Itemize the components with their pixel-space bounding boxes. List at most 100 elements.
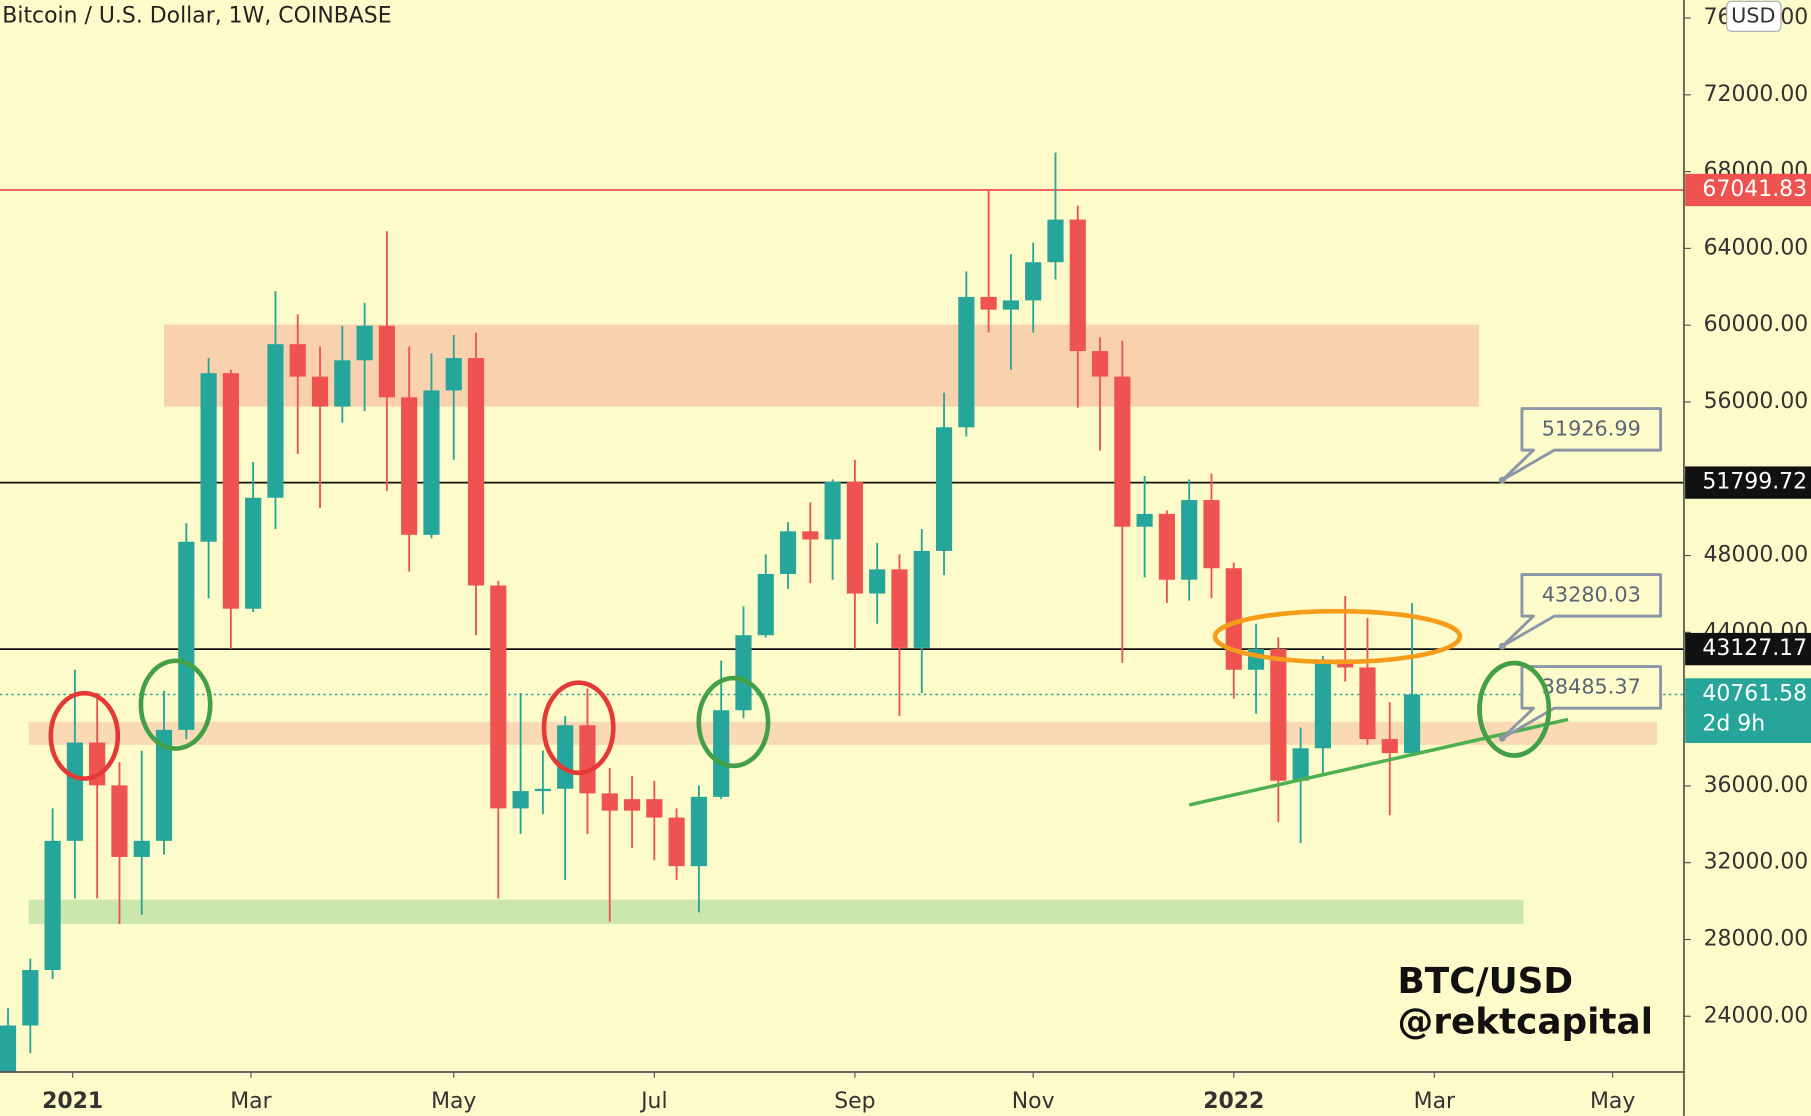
circle-annotation: [541, 680, 616, 776]
candle-body: [267, 344, 284, 498]
candle-body: [1314, 659, 1331, 749]
candle-body: [423, 390, 440, 535]
circle-annotation: [138, 658, 213, 751]
candle-body: [846, 481, 863, 594]
candle-body: [690, 796, 707, 867]
zone: [28, 899, 1524, 924]
candle-body: [178, 541, 195, 730]
candle-body: [1181, 500, 1198, 580]
candle-body: [1136, 513, 1153, 527]
x-tick-label: Jul: [639, 1089, 667, 1114]
zone: [28, 721, 1658, 745]
price-tag: [1685, 466, 1811, 499]
candle-body: [289, 344, 306, 377]
candle-body: [490, 585, 507, 809]
candle-body: [891, 569, 908, 648]
y-tick-label: 36000.00: [1704, 773, 1809, 798]
candle-body: [155, 729, 173, 841]
candle-body: [668, 817, 685, 867]
candle-body: [534, 788, 551, 792]
currency-box: [1726, 0, 1782, 32]
candle-body: [757, 573, 774, 636]
candle-body: [869, 569, 886, 594]
candle-body: [378, 325, 395, 398]
price-tag-label: 51799.72: [1702, 470, 1807, 495]
candle-body: [1292, 748, 1309, 781]
candle-body: [200, 373, 217, 542]
candle-body: [401, 397, 418, 535]
candle-body: [1381, 739, 1398, 754]
y-tick-label: 48000.00: [1704, 543, 1809, 568]
candle-body: [646, 799, 663, 818]
y-tick-label: 56000.00: [1704, 389, 1809, 414]
price-tag: [1685, 632, 1811, 666]
candle-body: [445, 357, 462, 391]
candle-body: [245, 497, 262, 609]
candle-body: [980, 296, 997, 310]
candle-body: [22, 970, 39, 1026]
candle-body: [0, 1025, 17, 1072]
currency-label: USD: [1731, 3, 1775, 27]
candle-body: [1047, 219, 1064, 263]
x-tick-label: 2021: [42, 1089, 103, 1114]
callout-anchor: [1498, 476, 1506, 484]
candle-body: [222, 373, 239, 609]
callout-anchor: [1498, 734, 1506, 742]
y-tick-label: 24000.00: [1704, 1003, 1809, 1028]
candle-body: [958, 296, 975, 428]
y-tick-label: 72000.00: [1704, 82, 1809, 107]
candle-body: [1002, 300, 1019, 310]
candle-body: [133, 840, 150, 857]
price-tag-label: 43127.17: [1702, 636, 1807, 661]
candle-body: [512, 791, 529, 809]
callout-box: [1500, 407, 1662, 482]
candle-body: [1225, 568, 1242, 670]
candle-body: [557, 725, 574, 789]
candle-body: [334, 360, 351, 407]
plot-area: [0, 152, 1684, 1072]
candle-body: [111, 785, 128, 857]
candle-body: [467, 357, 485, 586]
watermark: BTC/USD: [1398, 961, 1574, 1002]
circle-annotation: [1477, 660, 1552, 758]
candle-body: [1359, 667, 1376, 740]
candle-body: [779, 531, 797, 574]
price-tag: [1685, 678, 1811, 744]
callout-label: 43280.03: [1542, 582, 1641, 606]
candle-body: [356, 325, 373, 361]
watermark: @rektcapital: [1398, 1001, 1653, 1042]
candle-body: [601, 793, 618, 811]
candle-body: [1158, 513, 1175, 580]
candle-body: [1203, 500, 1220, 569]
countdown: 2d 9h: [1702, 712, 1765, 737]
x-tick-label: May: [431, 1089, 476, 1114]
price-tag: [1685, 173, 1811, 207]
candle-body: [1270, 649, 1287, 781]
candle-body: [66, 742, 83, 841]
x-tick-label: Nov: [1012, 1089, 1055, 1114]
candle-body: [735, 635, 752, 711]
candle-body: [1091, 351, 1109, 377]
callout-label: 51926.99: [1542, 416, 1641, 440]
candle-body: [1025, 262, 1042, 301]
callout-anchor: [1498, 642, 1506, 650]
candle-body: [913, 550, 930, 648]
x-tick-label: Sep: [834, 1089, 875, 1114]
candle-body: [824, 481, 841, 540]
y-tick-label: 60000.00: [1704, 312, 1809, 337]
candle-body: [935, 427, 953, 551]
candle-body: [713, 710, 730, 797]
candle-body: [311, 376, 329, 407]
x-tick-label: Mar: [1414, 1089, 1456, 1114]
circle-annotation: [696, 675, 771, 769]
y-tick-label: 64000.00: [1704, 235, 1809, 260]
candle-body: [1114, 376, 1131, 527]
candle-body: [579, 725, 596, 794]
candle-body: [1069, 219, 1086, 352]
circle-annotation: [48, 690, 121, 781]
chart-title: Bitcoin / U.S. Dollar, 1W, COINBASE: [2, 3, 391, 28]
candle-body: [44, 840, 61, 971]
y-tick-label: 32000.00: [1704, 850, 1809, 875]
